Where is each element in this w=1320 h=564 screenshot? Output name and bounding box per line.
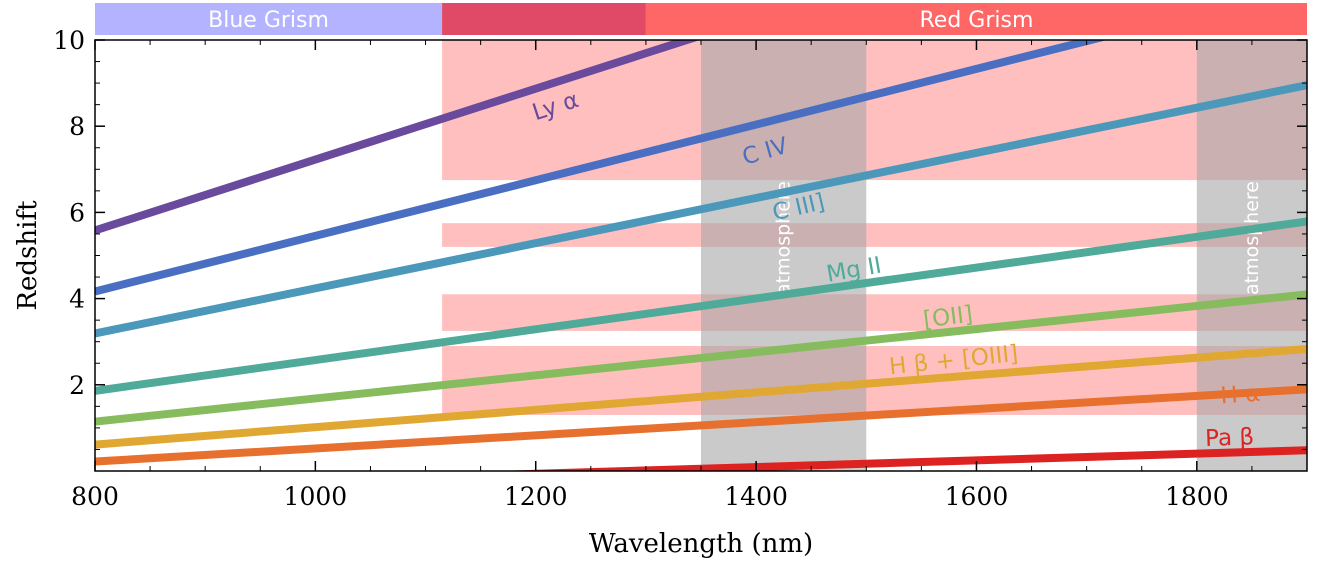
grism-label: Red Grism [920,8,1034,33]
atmosphere-band [1196,40,1307,471]
grism-bar: Blue Grism Red Grism [95,3,1307,35]
series-label-pa: Pa β [1205,424,1255,452]
x-tick-label: 1200 [504,482,568,511]
atmosphere-label: atmosphere [1241,181,1263,295]
series-line-h-oiii [95,345,1307,449]
y-tick-label: 8 [69,112,85,141]
grism-segment [645,3,1307,35]
series-line-ly [95,40,700,235]
series-line-c-iv [95,40,1108,296]
coverage-band [442,223,1307,247]
series-label-oii: [OII] [922,302,974,334]
grism-segment [95,3,443,35]
series-line-c-iii [95,81,1307,338]
series-line-oii [95,290,1307,426]
x-tick-label: 800 [71,482,119,511]
x-tick-label: 1800 [1165,482,1229,511]
y-axis-label: Redshift [13,200,43,311]
x-tick-label: 1000 [284,482,348,511]
series-line-h [95,385,1307,466]
x-axis-label: Wavelength (nm) [589,529,813,559]
atmosphere-band [701,40,867,471]
series-label-h: H α [1220,381,1261,410]
grism-label: Blue Grism [208,8,329,33]
x-tick-label: 1400 [724,482,788,511]
grism-segment [442,3,646,35]
series-line-mg-ii [95,217,1307,395]
y-tick-label: 2 [69,371,85,400]
y-tick-label: 6 [69,198,85,227]
x-tick-label: 1600 [945,482,1009,511]
coverage-bands [442,40,1307,415]
axes: 800 1000 1200 1400 1600 1800 2 4 6 8 10 [53,26,1308,511]
y-tick-label: 4 [69,285,85,314]
y-tick-label: 10 [53,26,85,55]
coverage-band [442,40,1307,181]
atmosphere-label: atmosphere [773,181,795,295]
atmosphere-bands: atmosphere atmosphere [701,40,1307,471]
